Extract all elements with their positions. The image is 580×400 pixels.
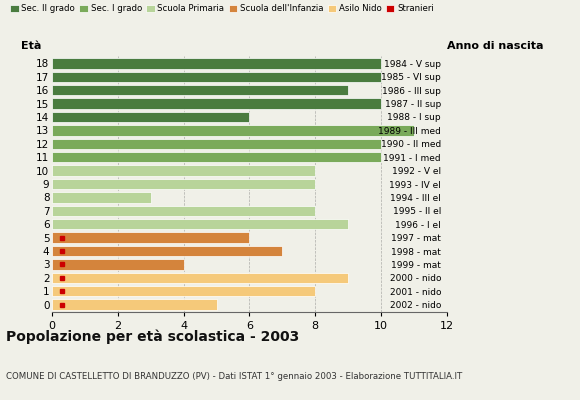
Bar xyxy=(52,112,249,122)
Bar xyxy=(52,85,348,96)
Bar xyxy=(52,98,381,109)
Bar xyxy=(52,58,381,68)
Bar xyxy=(52,192,151,203)
Bar xyxy=(52,219,348,230)
Bar xyxy=(52,72,381,82)
Text: Popolazione per età scolastica - 2003: Popolazione per età scolastica - 2003 xyxy=(6,330,299,344)
Legend: Sec. II grado, Sec. I grado, Scuola Primaria, Scuola dell'Infanzia, Asilo Nido, : Sec. II grado, Sec. I grado, Scuola Prim… xyxy=(10,4,434,13)
Text: Età: Età xyxy=(21,41,41,51)
Bar xyxy=(52,179,315,189)
Bar xyxy=(52,286,315,296)
Bar xyxy=(52,152,381,162)
Bar xyxy=(52,165,315,176)
Bar xyxy=(52,272,348,283)
Text: COMUNE DI CASTELLETTO DI BRANDUZZO (PV) - Dati ISTAT 1° gennaio 2003 - Elaborazi: COMUNE DI CASTELLETTO DI BRANDUZZO (PV) … xyxy=(6,372,462,381)
Bar xyxy=(52,138,381,149)
Bar xyxy=(52,125,414,136)
Bar xyxy=(52,300,216,310)
Bar xyxy=(52,232,249,243)
Bar xyxy=(52,206,315,216)
Bar xyxy=(52,246,282,256)
Bar xyxy=(52,259,184,270)
Text: Anno di nascita: Anno di nascita xyxy=(447,41,543,51)
